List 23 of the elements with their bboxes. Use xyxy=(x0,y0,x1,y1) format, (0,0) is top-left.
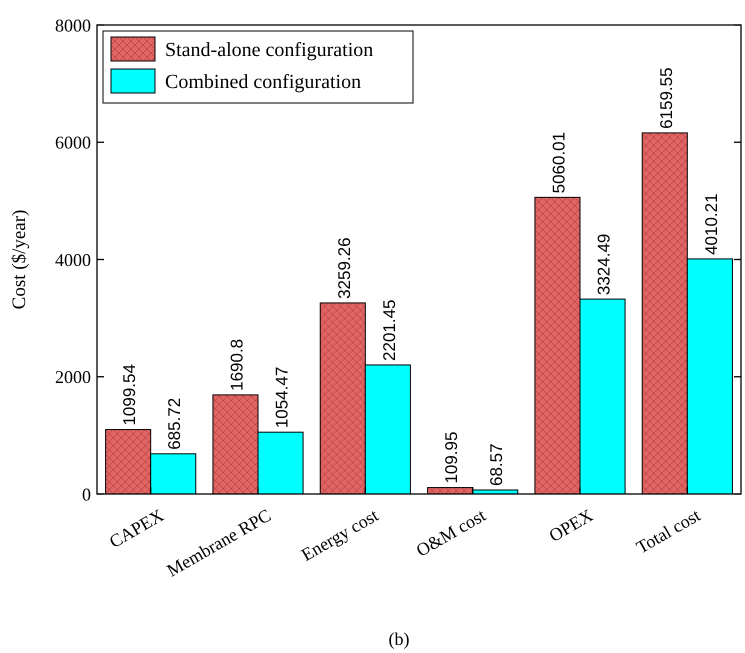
y-tick-label: 0 xyxy=(82,484,91,504)
y-tick-label: 8000 xyxy=(55,15,91,36)
y-axis-title: Cost ($/year) xyxy=(9,210,30,310)
data-label: 109.95 xyxy=(442,432,462,484)
data-label: 1690.8 xyxy=(227,338,246,391)
y-tick-label: 2000 xyxy=(55,367,91,388)
data-label: 685.72 xyxy=(165,398,184,450)
legend-label: Combined configuration xyxy=(165,71,362,93)
data-label: 3259.26 xyxy=(334,237,354,299)
data-label: 4010.21 xyxy=(702,193,721,255)
x-tick-label: O&M cost xyxy=(412,505,489,561)
data-label: 3324.49 xyxy=(594,234,614,296)
legend-label: Stand-alone configuration xyxy=(165,39,374,61)
data-label: 2201.45 xyxy=(380,299,399,361)
y-tick-label: 4000 xyxy=(55,250,91,270)
data-label: 1099.54 xyxy=(120,364,140,426)
data-label: 6159.55 xyxy=(656,67,676,129)
data-label: 1054.47 xyxy=(272,366,292,428)
x-tick-label: Total cost xyxy=(632,505,704,558)
data-label: 5060.01 xyxy=(549,132,568,194)
text: (b) xyxy=(388,629,410,649)
data-label: 68.57 xyxy=(487,443,506,486)
y-tick-label: 6000 xyxy=(55,132,91,153)
